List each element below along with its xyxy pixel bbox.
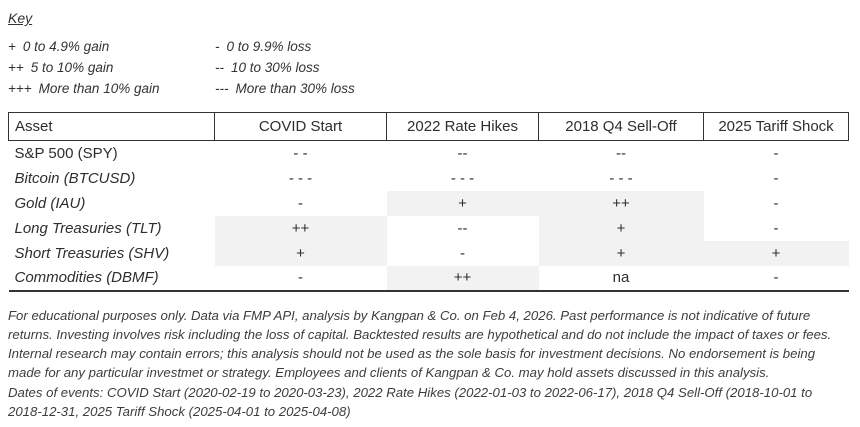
- value-cell: - - -: [450, 169, 475, 187]
- value-cell: -: [773, 194, 779, 212]
- key-label: 0 to 4.9% gain: [22, 39, 110, 54]
- table-header-row: Asset COVID Start 2022 Rate Hikes 2018 Q4 S…: [8, 112, 849, 141]
- key-section: Key +0 to 4.9% gain ++ 5 to 10% gain +++ Mor…: [8, 8, 848, 99]
- value-cell: -: [460, 244, 465, 262]
- key-loss-column: -0 to 9.9% loss -- 10 to 30% loss --- More t…: [215, 36, 355, 99]
- asset-cell: S&P 500 (SPY): [14, 144, 118, 162]
- disclaimer-text: For educational purposes only. Data via …: [8, 307, 832, 381]
- footer-disclaimer: For educational purposes only. Data via …: [8, 306, 848, 422]
- value-cell: ++: [214, 215, 387, 241]
- value-cell: --: [616, 144, 626, 162]
- value-cell: -: [298, 194, 303, 212]
- key-gain-column: +0 to 4.9% gain ++ 5 to 10% gain +++ More th…: [8, 36, 215, 99]
- value-cell: +: [538, 215, 704, 241]
- value-cell: -: [773, 169, 779, 187]
- value-cell: - - -: [288, 169, 313, 187]
- table-row: Bitcoin (BTCUSD) - - - - - - - - - -: [9, 166, 849, 191]
- key-item-gain: +0 to 4.9% gain: [8, 36, 215, 57]
- key-symbol: +: [8, 39, 16, 54]
- table-row: Short Treasuries (SHV) + - + +: [9, 240, 849, 266]
- key-item-gain: ++ 5 to 10% gain: [8, 57, 215, 78]
- asset-cell: Bitcoin (BTCUSD): [14, 169, 136, 187]
- key-label: More than 30% loss: [235, 81, 355, 96]
- column-header-2025-tariff-shock: 2025 Tariff Shock: [703, 112, 849, 141]
- key-symbol: ---: [215, 81, 229, 96]
- value-cell: +: [386, 190, 539, 216]
- value-cell: --: [457, 219, 468, 237]
- value-cell: --: [457, 144, 468, 162]
- table-row: S&P 500 (SPY) - - -- -- -: [9, 141, 849, 166]
- key-label: More than 10% gain: [38, 81, 160, 96]
- key-symbol: -: [215, 39, 220, 54]
- value-cell: ++: [538, 190, 704, 216]
- value-cell: - -: [293, 144, 308, 162]
- value-cell: -: [703, 265, 849, 292]
- key-label: 0 to 9.9% loss: [226, 39, 312, 54]
- asset-performance-table: Asset COVID Start 2022 Rate Hikes 2018 Q4 S…: [8, 112, 849, 292]
- value-cell: +: [703, 240, 849, 266]
- value-cell: +: [538, 240, 704, 266]
- asset-cell: Gold (IAU): [14, 194, 86, 212]
- value-cell: -: [773, 219, 779, 237]
- column-header-2022-rate-hikes: 2022 Rate Hikes: [386, 112, 539, 141]
- table-row: Long Treasuries (TLT) ++ -- + -: [9, 215, 849, 241]
- key-item-loss: -- 10 to 30% loss: [215, 57, 355, 78]
- column-header-2018-q4-sell-off: 2018 Q4 Sell-Off: [538, 112, 704, 141]
- table-row: Commodities (DBMF) - ++ na -: [8, 265, 849, 292]
- event-dates-text: Dates of events: COVID Start (2020-02-19…: [8, 384, 813, 419]
- value-cell: ++: [386, 265, 539, 292]
- key-symbol: ++: [8, 60, 24, 75]
- key-label: 5 to 10% gain: [30, 60, 114, 75]
- value-cell: - - -: [609, 169, 633, 187]
- value-cell: +: [214, 240, 387, 266]
- key-symbol: --: [215, 60, 224, 75]
- asset-cell: Long Treasuries (TLT): [14, 219, 162, 237]
- key-item-gain: +++ More than 10% gain: [8, 78, 215, 99]
- key-legend: +0 to 4.9% gain ++ 5 to 10% gain +++ More th…: [8, 36, 848, 99]
- key-label: 10 to 30% loss: [231, 60, 320, 75]
- value-cell: -: [773, 144, 779, 162]
- key-item-loss: --- More than 30% loss: [215, 78, 355, 99]
- key-title: Key: [8, 10, 33, 26]
- column-header-asset: Asset: [8, 112, 215, 141]
- key-symbol: +++: [8, 81, 32, 96]
- column-header-covid-start: COVID Start: [214, 112, 387, 141]
- table-row: Gold (IAU) - + ++ -: [9, 190, 849, 216]
- value-cell: na: [538, 265, 704, 292]
- asset-cell: Short Treasuries (SHV): [14, 244, 170, 262]
- key-item-loss: -0 to 9.9% loss: [215, 36, 355, 57]
- asset-cell: Commodities (DBMF): [8, 265, 215, 292]
- value-cell: -: [214, 265, 387, 292]
